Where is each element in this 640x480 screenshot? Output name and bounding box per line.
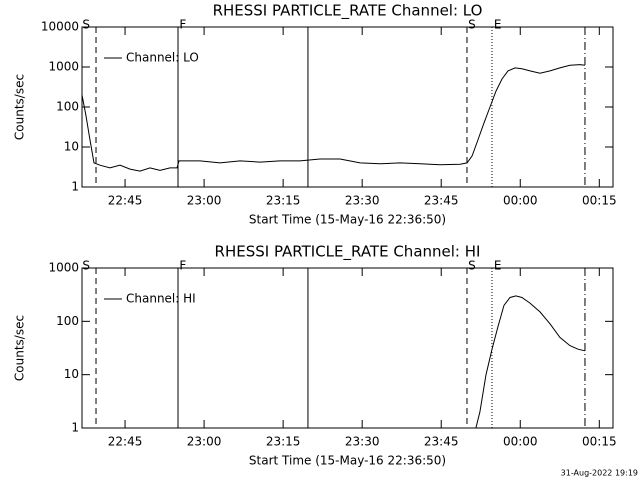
y-axis-label: Counts/sec: [13, 74, 27, 140]
y-tick-label: 10000: [41, 20, 79, 34]
chart-title: RHESSI PARTICLE_RATE Channel: LO: [213, 2, 483, 21]
y-axis-label: Counts/sec: [13, 315, 27, 381]
y-tick-label: 1000: [48, 60, 79, 74]
timestamp: 31-Aug-2022 19:19: [561, 469, 638, 478]
event-letter: E: [494, 259, 502, 273]
x-tick-label: 23:45: [424, 194, 459, 208]
event-letter: S: [82, 259, 90, 273]
y-tick-label: 1000: [48, 261, 79, 275]
y-tick-label: 100: [56, 314, 79, 328]
data-line: [81, 64, 586, 172]
event-letter: F: [179, 18, 186, 32]
event-letter: F: [179, 259, 186, 273]
event-letter: S: [82, 18, 90, 32]
event-letter: S: [468, 18, 476, 32]
x-tick-label: 23:15: [266, 194, 301, 208]
y-tick-label: 10: [64, 367, 79, 381]
legend-label: Channel: HI: [126, 292, 196, 306]
x-tick-label: 00:15: [582, 435, 617, 449]
x-tick-label: 23:30: [345, 194, 380, 208]
x-axis-label: Start Time (15-May-16 22:36:50): [249, 213, 446, 227]
event-letter: E: [494, 18, 502, 32]
y-tick-label: 1: [71, 421, 79, 435]
x-tick-label: 22:45: [108, 194, 143, 208]
data-line: [475, 295, 586, 429]
chart-title: RHESSI PARTICLE_RATE Channel: HI: [215, 243, 481, 262]
x-tick-label: 00:00: [503, 435, 538, 449]
x-tick-label: 22:45: [108, 435, 143, 449]
x-tick-label: 23:15: [266, 435, 301, 449]
x-tick-label: 23:30: [345, 435, 380, 449]
legend-label: Channel: LO: [126, 51, 199, 65]
x-axis-label: Start Time (15-May-16 22:36:50): [249, 454, 446, 468]
x-tick-label: 00:15: [582, 194, 617, 208]
plot-frame: [81, 267, 614, 429]
y-tick-label: 100: [56, 100, 79, 114]
y-tick-label: 10: [64, 140, 79, 154]
y-tick-label: 1: [71, 180, 79, 194]
event-letter: S: [468, 259, 476, 273]
x-tick-label: 23:00: [187, 194, 222, 208]
x-tick-label: 23:45: [424, 435, 459, 449]
x-tick-label: 23:00: [187, 435, 222, 449]
x-tick-label: 00:00: [503, 194, 538, 208]
